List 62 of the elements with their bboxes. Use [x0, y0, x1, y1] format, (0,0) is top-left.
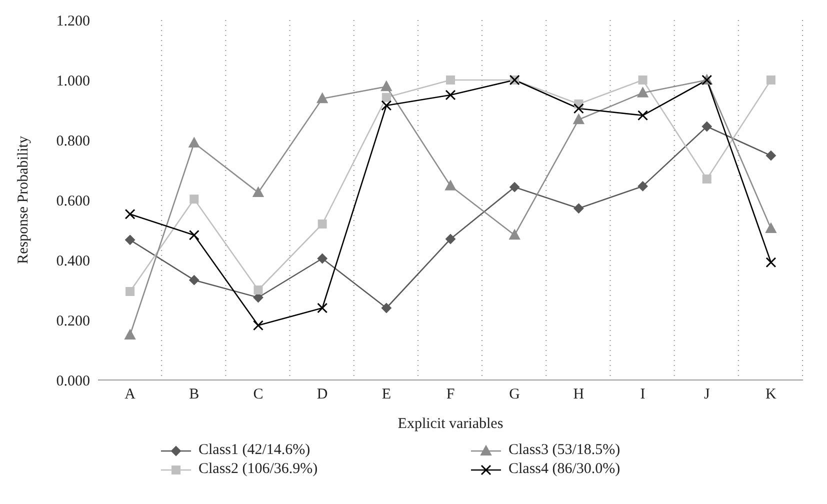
y-tick-label: 0.000 [56, 373, 90, 390]
point [702, 174, 712, 184]
point [252, 186, 264, 197]
point [638, 76, 648, 84]
point [445, 90, 456, 100]
point [317, 302, 328, 314]
point [572, 113, 585, 124]
x-tick-label: E [382, 386, 391, 403]
point [381, 303, 392, 313]
x-tick-label: F [446, 386, 455, 403]
point [254, 286, 263, 294]
point [702, 122, 712, 132]
point [573, 103, 584, 114]
y-tick-label: 0.800 [56, 133, 90, 150]
point [510, 182, 520, 192]
point [125, 234, 136, 245]
legend-label: Class4 (86/30.0%) [508, 461, 620, 478]
point [444, 180, 456, 190]
x-tick-label: I [640, 386, 646, 403]
point [766, 76, 776, 84]
point [124, 328, 136, 340]
point [380, 80, 392, 92]
legend-label: Class2 (106/36.9%) [198, 461, 318, 478]
point [252, 320, 264, 331]
point [190, 194, 199, 204]
y-tick-label: 0.600 [56, 193, 90, 210]
legend-label: Class3 (53/18.5%) [508, 442, 620, 459]
x-tick-label: C [253, 386, 264, 403]
x-tick-label: B [189, 386, 200, 403]
point [188, 230, 200, 240]
point [317, 254, 328, 264]
point [574, 203, 584, 214]
legend-label: Class1 (42/14.6%) [198, 442, 310, 459]
y-tick-label: 1.000 [56, 73, 90, 90]
x-axis-title: Explicit variables [398, 416, 504, 432]
y-tick-label: 0.200 [56, 313, 90, 330]
x-tick-label: H [573, 386, 584, 403]
point [638, 181, 648, 192]
point [446, 234, 456, 244]
point [381, 100, 392, 111]
x-tick-label: G [509, 386, 520, 403]
point [636, 86, 649, 98]
x-tick-label: D [316, 386, 328, 403]
point [766, 150, 776, 161]
point [188, 136, 200, 148]
point [766, 257, 776, 268]
point [508, 228, 520, 240]
point [316, 92, 328, 104]
x-tick-label: J [704, 386, 710, 403]
point [318, 220, 327, 228]
point [382, 92, 391, 102]
point [189, 275, 200, 286]
point [126, 287, 135, 296]
x-tick-label: A [124, 386, 136, 403]
x-tick-label: K [766, 386, 777, 403]
y-axis-title: Response Probability [15, 136, 32, 264]
point [638, 110, 648, 121]
y-tick-label: 0.400 [56, 253, 90, 270]
point [446, 76, 455, 84]
point [124, 208, 136, 220]
point [765, 222, 777, 233]
y-tick-label: 1.200 [56, 13, 90, 30]
